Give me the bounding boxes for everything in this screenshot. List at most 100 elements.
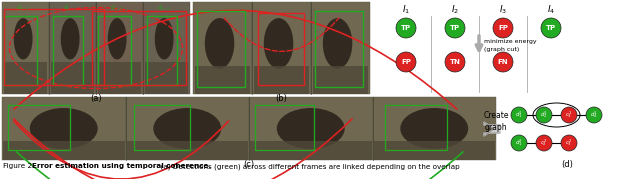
Bar: [249, 97, 372, 160]
FancyArrowPatch shape: [224, 18, 339, 51]
Ellipse shape: [108, 18, 127, 59]
Circle shape: [561, 107, 577, 123]
Bar: [143, 2, 190, 94]
Ellipse shape: [30, 108, 98, 149]
Text: $d^i_{j+2}$: $d^i_{j+2}$: [157, 3, 170, 15]
Bar: [196, 11, 245, 87]
Bar: [258, 13, 304, 85]
Text: (a) Detections (green) across different frames are linked depending on the overl: (a) Detections (green) across different …: [156, 163, 460, 170]
FancyArrowPatch shape: [14, 10, 457, 109]
Circle shape: [445, 18, 465, 38]
Ellipse shape: [155, 18, 173, 59]
Bar: [96, 2, 143, 94]
Bar: [2, 2, 190, 94]
Text: $c^2_2$: $c^2_2$: [540, 138, 548, 148]
Text: Figure 2.: Figure 2.: [3, 163, 36, 169]
Text: TP: TP: [546, 25, 556, 31]
Bar: [49, 2, 96, 94]
Circle shape: [561, 135, 577, 151]
Bar: [127, 141, 248, 160]
Text: $I_3$: $I_3$: [499, 4, 507, 16]
Bar: [254, 66, 309, 94]
Text: $d^1_4$: $d^1_4$: [590, 110, 598, 120]
Circle shape: [445, 52, 465, 72]
Circle shape: [586, 107, 602, 123]
Bar: [314, 11, 363, 87]
Ellipse shape: [400, 108, 468, 149]
Text: $I_4$: $I_4$: [547, 4, 555, 16]
Circle shape: [511, 135, 527, 151]
Text: minimize energy: minimize energy: [484, 40, 536, 45]
Ellipse shape: [205, 18, 234, 69]
Circle shape: [493, 52, 513, 72]
Text: graph: graph: [484, 122, 508, 132]
Ellipse shape: [323, 18, 352, 69]
Text: $d^i_j$: $d^i_j$: [63, 3, 70, 15]
Ellipse shape: [61, 18, 79, 59]
Bar: [374, 141, 495, 160]
Bar: [3, 141, 125, 160]
Circle shape: [511, 107, 527, 123]
Text: $c^1_3$: $c^1_3$: [565, 110, 573, 120]
Circle shape: [396, 18, 416, 38]
Bar: [193, 2, 252, 94]
Bar: [98, 62, 141, 94]
Bar: [195, 66, 250, 94]
Text: Create: Create: [483, 110, 509, 120]
Circle shape: [493, 18, 513, 38]
Ellipse shape: [264, 18, 293, 69]
FancyArrowPatch shape: [17, 152, 463, 179]
Text: FN: FN: [498, 59, 508, 65]
FancyArrowPatch shape: [14, 119, 352, 179]
Bar: [52, 16, 83, 85]
Text: $d^i_{j+1}$: $d^i_{j+1}$: [110, 3, 124, 15]
Bar: [2, 54, 190, 74]
Bar: [311, 2, 370, 94]
Text: Error estimation using temporal coherence.: Error estimation using temporal coherenc…: [33, 163, 212, 169]
Bar: [8, 105, 70, 150]
Ellipse shape: [154, 108, 221, 149]
Bar: [134, 105, 189, 150]
Text: (d): (d): [561, 161, 573, 170]
Text: TP: TP: [401, 25, 411, 31]
Bar: [2, 97, 125, 160]
Text: TP: TP: [450, 25, 460, 31]
Text: $c^2_3$: $c^2_3$: [565, 138, 573, 148]
Text: (graph cut): (graph cut): [484, 47, 519, 52]
Text: $d^1_2$: $d^1_2$: [540, 110, 548, 120]
Circle shape: [536, 135, 552, 151]
Text: (c): (c): [243, 161, 255, 170]
Text: $d^i_{j-1}$: $d^i_{j-1}$: [16, 3, 29, 15]
Bar: [4, 9, 104, 85]
Bar: [147, 16, 177, 85]
Text: $d^2_1$: $d^2_1$: [515, 138, 523, 148]
Circle shape: [536, 107, 552, 123]
Bar: [4, 62, 47, 94]
Bar: [4, 16, 37, 85]
Polygon shape: [484, 122, 500, 136]
Circle shape: [541, 18, 561, 38]
Circle shape: [396, 52, 416, 72]
Text: FP: FP: [401, 59, 411, 65]
Bar: [372, 97, 496, 160]
Bar: [252, 2, 311, 94]
Bar: [99, 16, 131, 85]
Text: FP: FP: [498, 25, 508, 31]
Text: (b): (b): [276, 95, 287, 103]
Bar: [51, 62, 94, 94]
Text: TN: TN: [449, 59, 460, 65]
Text: $I_2$: $I_2$: [451, 4, 459, 16]
Bar: [385, 105, 447, 150]
Bar: [250, 141, 371, 160]
Ellipse shape: [276, 108, 345, 149]
Ellipse shape: [13, 18, 33, 59]
Bar: [2, 2, 49, 94]
Bar: [145, 62, 188, 94]
Text: (a): (a): [90, 95, 102, 103]
Text: $d^1_1$: $d^1_1$: [515, 110, 523, 120]
Bar: [255, 105, 314, 150]
Bar: [92, 11, 186, 85]
FancyArrowPatch shape: [13, 121, 228, 179]
Bar: [125, 97, 249, 160]
Bar: [313, 66, 368, 94]
